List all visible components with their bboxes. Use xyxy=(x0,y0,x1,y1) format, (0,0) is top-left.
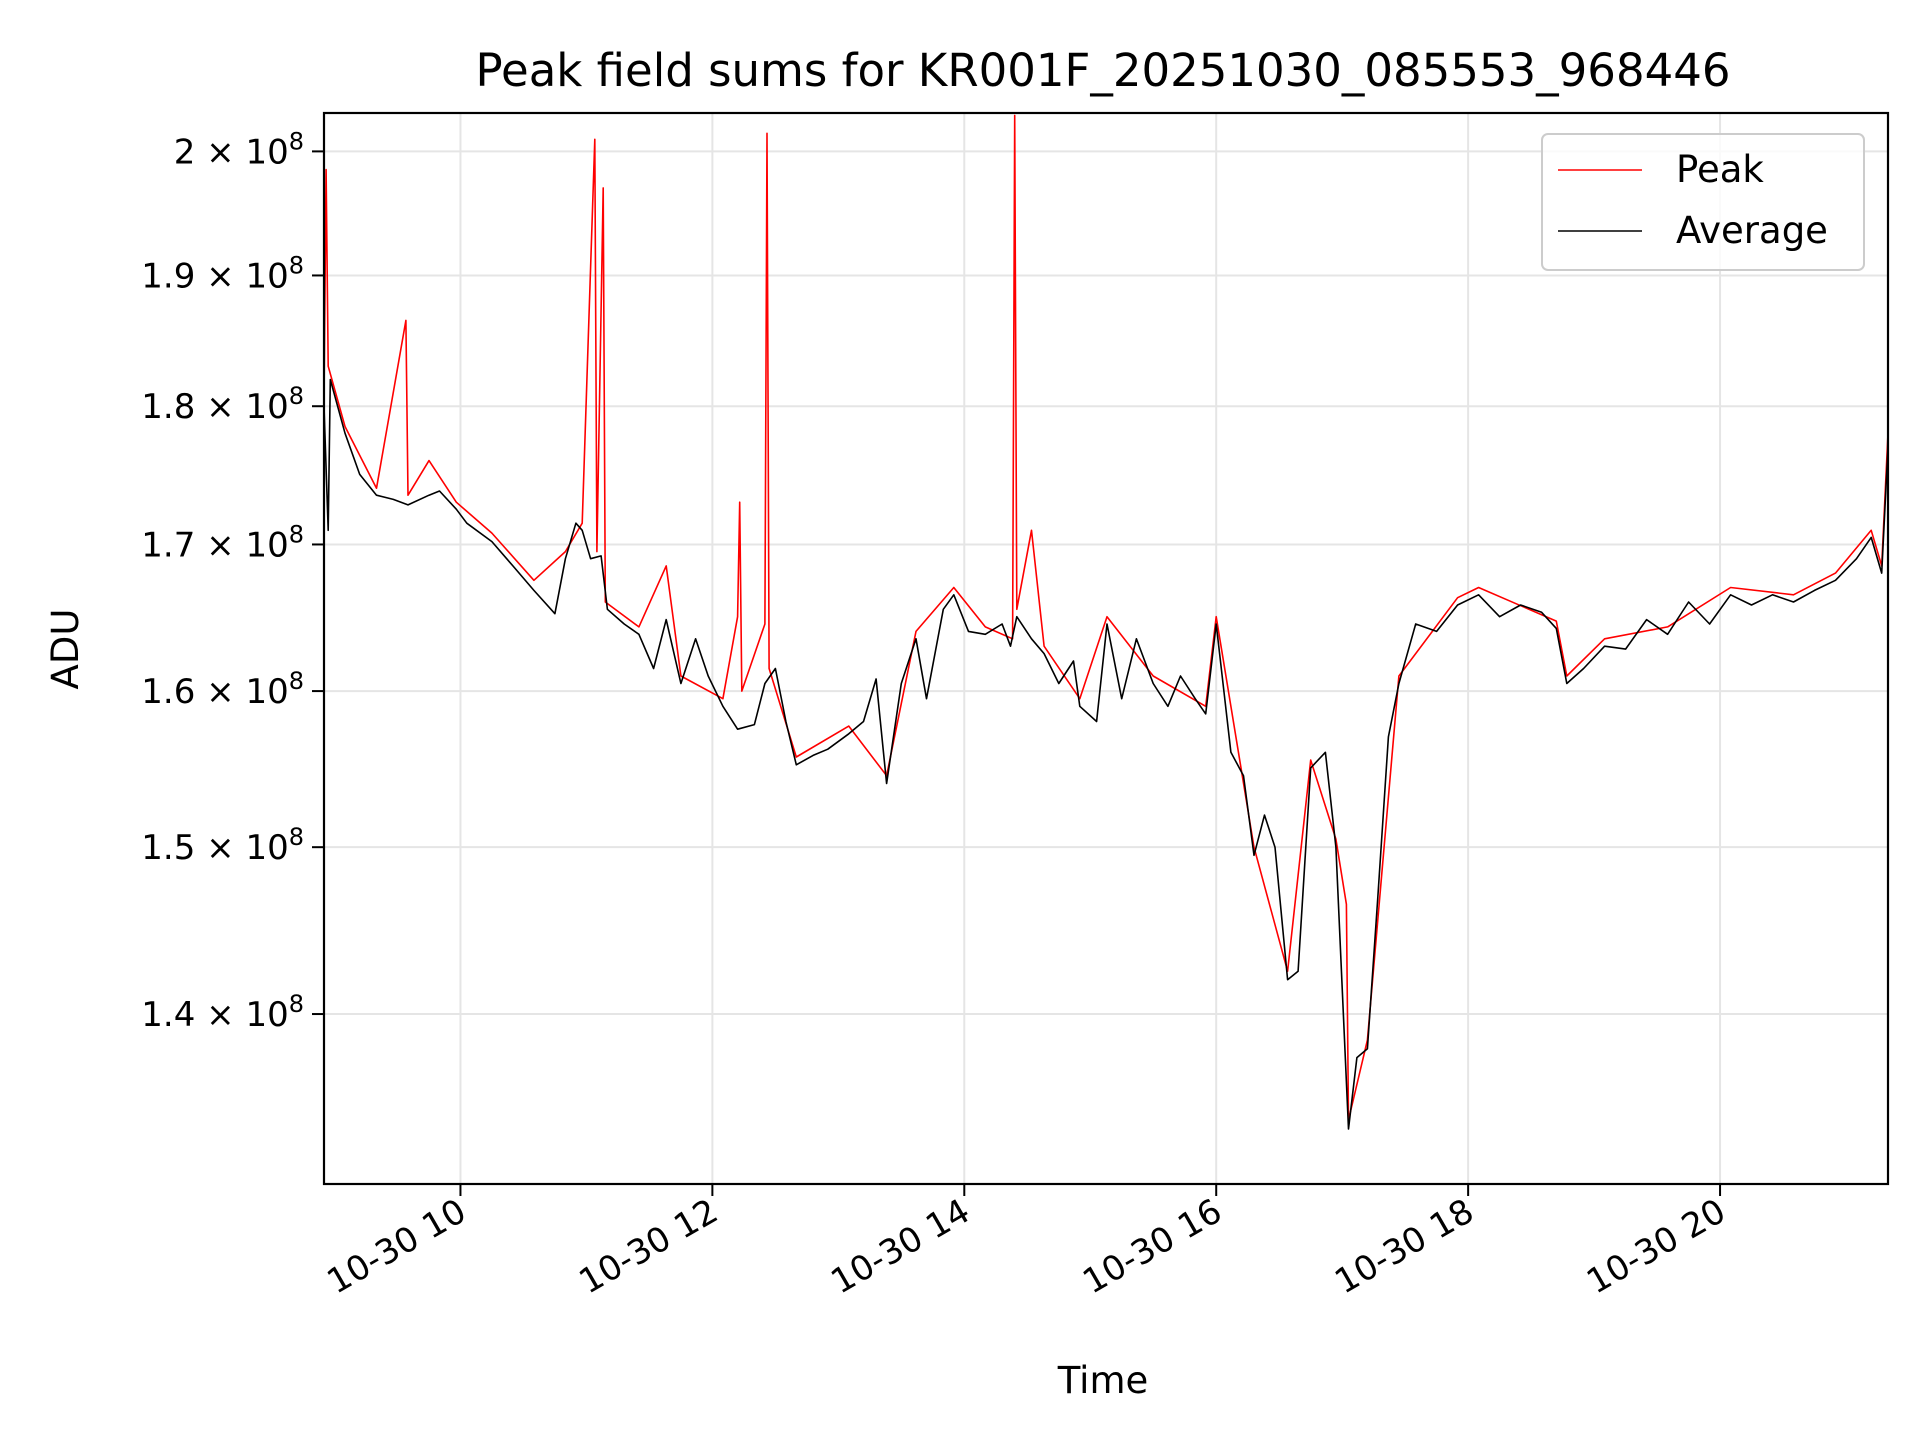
y-tick-base: 10 xyxy=(245,256,288,296)
y-tick-times-sign: × xyxy=(195,525,245,565)
y-tick-label: 1.6 × 108 xyxy=(141,667,304,712)
y-tick-mantissa: 2 xyxy=(174,132,196,172)
y-tick-mantissa: 1.7 xyxy=(141,525,195,565)
legend-box xyxy=(1541,133,1865,271)
series-line-peak xyxy=(324,114,1888,1121)
y-tick-base: 10 xyxy=(245,132,288,172)
legend: Peak Average xyxy=(1541,133,1865,271)
y-tick-exponent: 8 xyxy=(289,127,304,155)
y-tick-base: 10 xyxy=(245,387,288,427)
y-tick-times-sign: × xyxy=(195,256,245,296)
plot-frame xyxy=(322,111,1890,1186)
y-tick-mantissa: 1.5 xyxy=(141,828,195,868)
y-tick-mantissa: 1.4 xyxy=(141,995,195,1035)
y-tick-label: 1.5 × 108 xyxy=(141,823,304,868)
y-tick-exponent: 8 xyxy=(289,251,304,279)
y-axis-label: ADU xyxy=(44,609,87,690)
y-tick-exponent: 8 xyxy=(289,667,304,695)
x-axis-label: Time xyxy=(1057,1359,1149,1402)
y-tick-times-sign: × xyxy=(195,132,245,172)
grid-layer xyxy=(324,113,1888,1184)
series-line-average xyxy=(324,378,1888,1130)
y-tick-base: 10 xyxy=(245,672,288,712)
y-tick-label: 1.7 × 108 xyxy=(141,520,304,565)
y-tick-base: 10 xyxy=(245,828,288,868)
y-tick-exponent: 8 xyxy=(289,823,304,851)
y-tick-base: 10 xyxy=(245,525,288,565)
legend-label-peak: Peak xyxy=(1676,148,1764,191)
y-tick-exponent: 8 xyxy=(289,520,304,548)
y-tick-base: 10 xyxy=(245,995,288,1035)
y-tick-times-sign: × xyxy=(195,995,245,1035)
series-layer xyxy=(324,114,1888,1130)
y-tick-mantissa: 1.9 xyxy=(141,256,195,296)
chart-title: Peak field sums for KR001F_20251030_0855… xyxy=(476,44,1731,97)
y-tick-exponent: 8 xyxy=(289,990,304,1018)
y-tick-times-sign: × xyxy=(195,672,245,712)
y-tick-mantissa: 1.6 xyxy=(141,672,195,712)
y-tick-exponent: 8 xyxy=(289,382,304,410)
y-tick-label: 1.8 × 108 xyxy=(141,382,304,427)
legend-label-average: Average xyxy=(1676,209,1828,252)
y-tick-mantissa: 1.8 xyxy=(141,387,195,427)
y-tick-label: 2 × 108 xyxy=(174,127,304,172)
y-tick-label: 1.4 × 108 xyxy=(141,990,304,1035)
y-tick-times-sign: × xyxy=(195,387,245,427)
y-tick-label: 1.9 × 108 xyxy=(141,251,304,296)
y-tick-times-sign: × xyxy=(195,828,245,868)
